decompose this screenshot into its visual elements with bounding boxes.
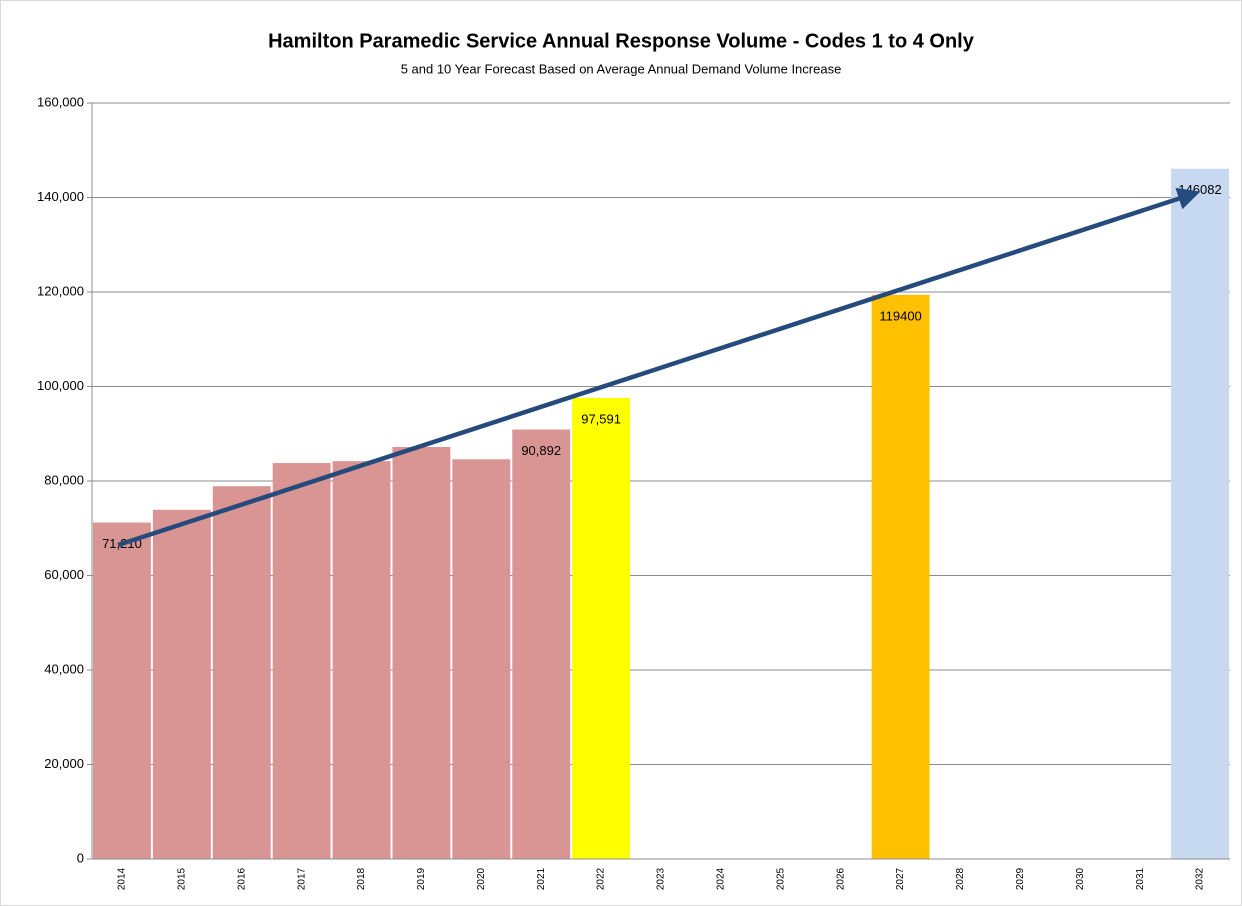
bar [152,509,211,859]
trend-arrow [117,187,1201,548]
x-tick-label: 2027 [895,867,906,890]
y-tick-label: 120,000 [37,283,84,298]
x-tick-label: 2015 [176,867,187,890]
bar [332,461,391,859]
x-tick-label: 2025 [775,867,786,890]
bar [452,459,511,859]
y-tick-label: 140,000 [37,189,84,204]
x-tick-label: 2019 [416,867,427,890]
x-tick-label: 2026 [835,867,846,890]
x-tick-label: 2014 [117,867,128,890]
bar [572,397,631,859]
bar [212,486,271,859]
bar [1171,168,1229,859]
x-tick-label: 2030 [1075,867,1086,890]
y-tick-label: 100,000 [37,378,84,393]
x-tick-label: 2016 [236,867,247,890]
y-tick-label: 40,000 [44,661,84,676]
y-tick-label: 0 [77,850,84,865]
y-tick-label: 80,000 [44,472,84,487]
x-tick-label: 2023 [656,867,667,890]
x-tick-label: 2032 [1195,867,1206,890]
x-tick-label: 2024 [716,867,727,890]
data-label: 97,591 [581,411,621,426]
y-tick-label: 160,000 [37,94,84,109]
bar [392,446,451,859]
data-label: 90,892 [521,443,561,458]
x-tick-label: 2018 [356,867,367,890]
bar [871,294,930,860]
data-label: 119400 [879,308,921,323]
plot-area: 0 20,000 40,000 60,000 80,000 100,000 120,000 1… [37,94,1230,890]
x-tick-label: 2031 [1135,867,1146,890]
y-tick-label: 60,000 [44,567,84,582]
x-tick-label: 2028 [955,867,966,890]
bar [272,463,331,859]
bar [93,522,151,859]
bar [512,429,571,859]
x-tick-label: 2020 [476,867,487,890]
chart-title: Hamilton Paramedic Service Annual Respon… [268,30,975,52]
y-tick-label: 20,000 [44,756,84,771]
chart-subtitle: 5 and 10 Year Forecast Based on Average … [401,61,842,76]
x-tick-label: 2017 [296,867,307,890]
x-tick-label: 2022 [596,867,607,890]
x-tick-label: 2029 [1015,867,1026,890]
x-tick-label: 2021 [536,867,547,890]
